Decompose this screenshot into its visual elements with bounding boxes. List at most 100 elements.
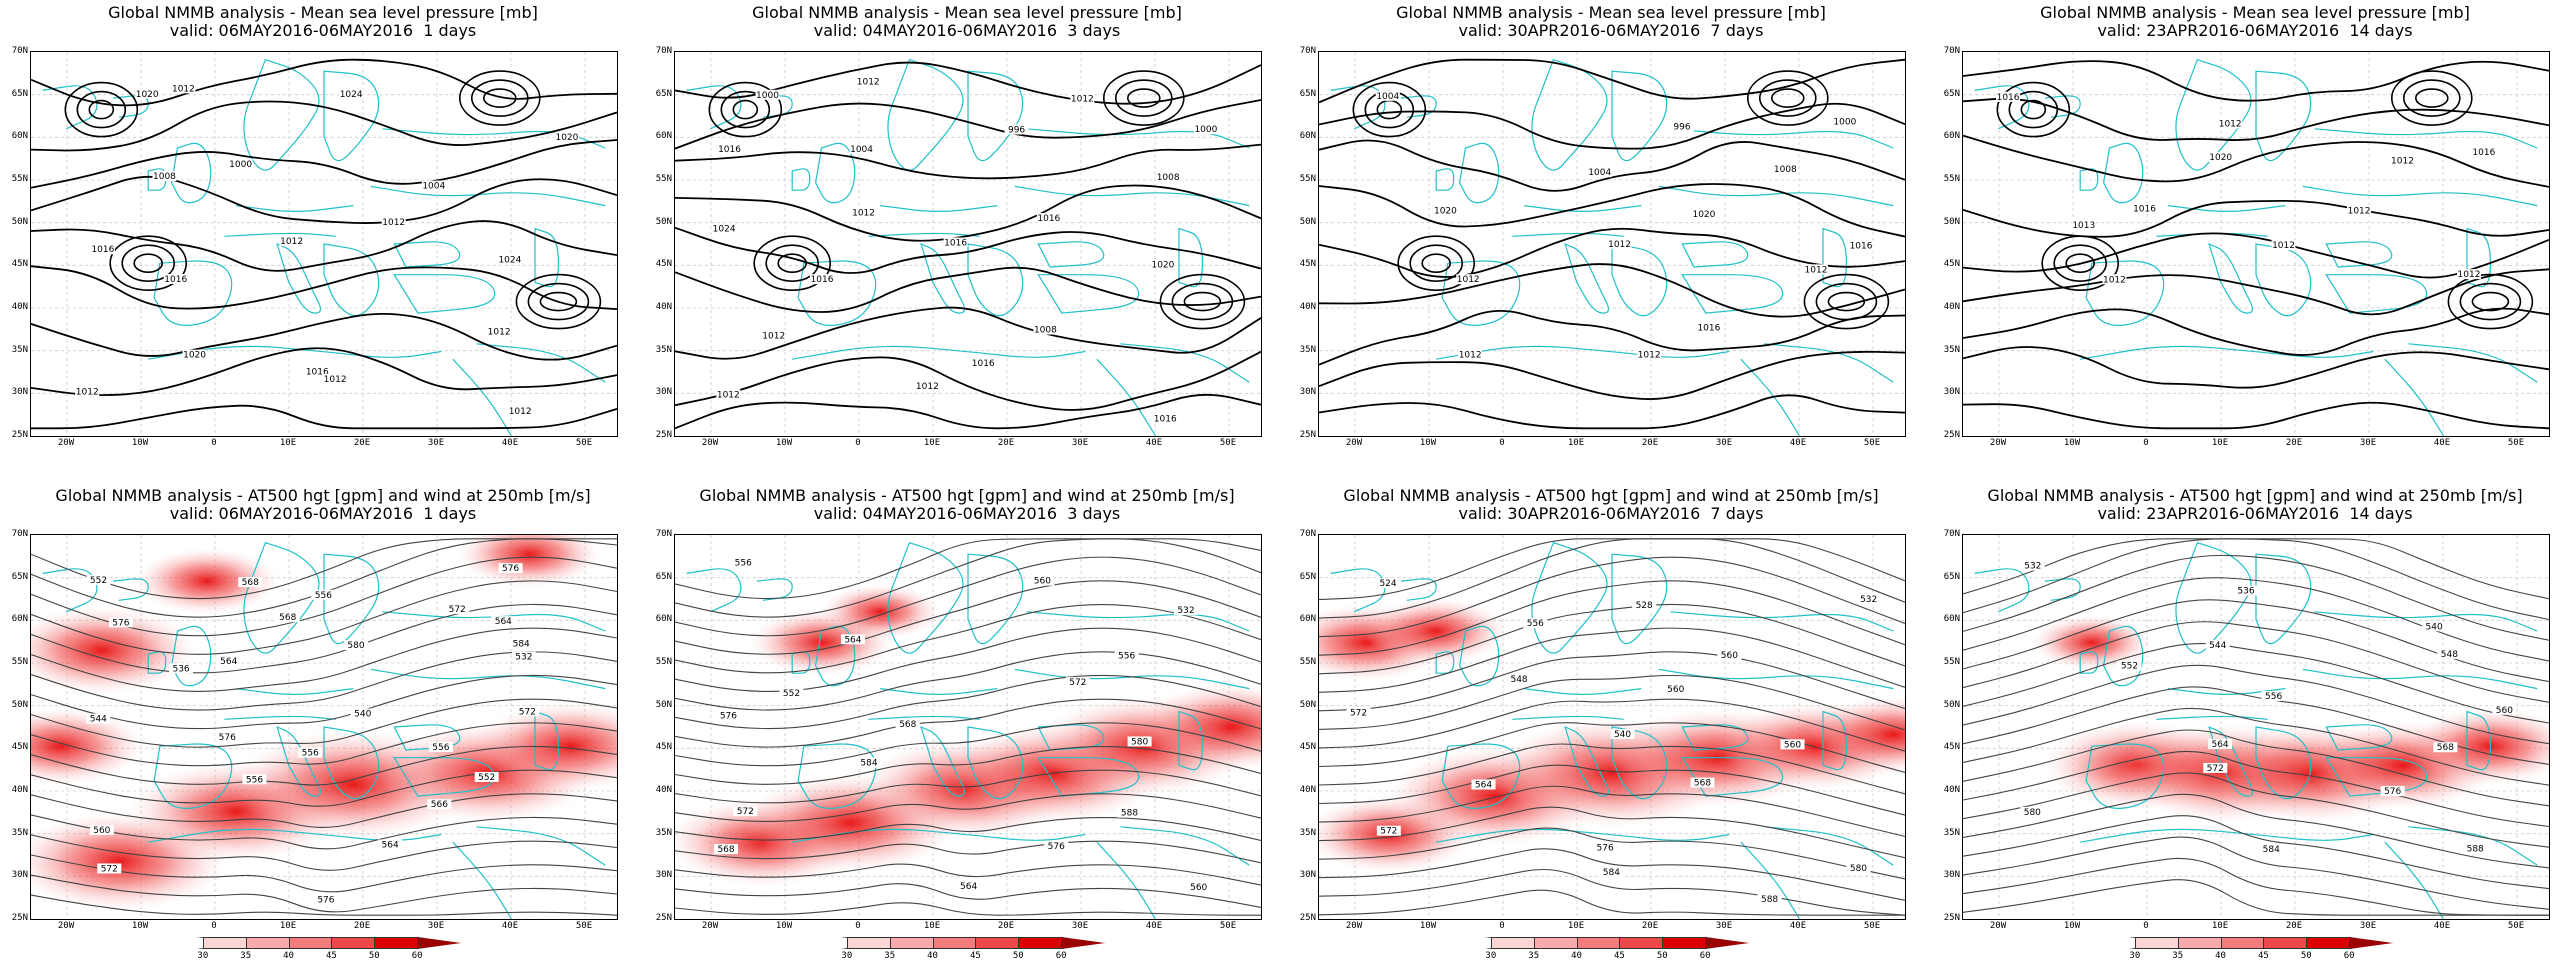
colorbar-tick-label: 60 <box>411 951 423 961</box>
contour-label-bg <box>298 747 323 758</box>
map-canvas: 1000 996 1000 1004 1008 1012 1016 1024 1016 1020 1… <box>675 52 1261 436</box>
coastline <box>1822 227 1848 288</box>
height-contour <box>675 722 1261 767</box>
contour-label: 1004 <box>422 182 445 192</box>
contour-label-bg <box>215 731 240 742</box>
coastline <box>1037 757 1140 797</box>
contour-label: 576 <box>2384 787 2401 797</box>
lat-tick-label: 45N <box>1943 259 1960 270</box>
height-contour <box>675 863 1261 886</box>
isobar <box>1319 394 1905 430</box>
coastline <box>224 715 336 720</box>
lon-tick-label: 20E <box>997 438 1015 448</box>
contour-label: 1016 <box>1697 323 1720 333</box>
isobar <box>470 79 529 117</box>
lat-tick-label: 70N <box>1299 529 1316 539</box>
contour-label: 564 <box>844 635 861 645</box>
lon-tick-label: 10W <box>131 921 149 931</box>
contour-label-bg <box>1669 121 1694 132</box>
contour-label-bg <box>761 330 786 341</box>
colorbar-tick-label: 30 <box>2129 951 2141 961</box>
lat-tick-label: 50N <box>1943 699 1960 710</box>
coastline <box>1670 128 1894 149</box>
isobar <box>515 273 602 330</box>
lat-tick-label: 30N <box>11 870 28 881</box>
contour-label-bg <box>238 577 263 588</box>
contour-label-bg <box>1117 807 1142 818</box>
contour-label-bg <box>509 638 534 649</box>
contour-label-bg <box>731 557 756 568</box>
coastline <box>1658 185 1894 207</box>
lat-tick-label: 60N <box>655 614 672 625</box>
contour-label: 584 <box>860 759 877 769</box>
contour-label-bg <box>2433 742 2458 753</box>
coastline <box>1524 205 1642 212</box>
contour-label: 568 <box>279 613 296 623</box>
isobar <box>1114 79 1173 117</box>
lat-tick-label: 25N <box>11 913 28 923</box>
height-contour <box>675 538 1261 600</box>
coastline <box>243 58 320 171</box>
contour-label: 1012 <box>488 328 511 338</box>
contour-label: 1020 <box>136 90 159 100</box>
lon-tick-label: 30E <box>2359 438 2377 448</box>
contour-label: 1024 <box>340 90 363 100</box>
panel-title-line: Global NMMB analysis - AT500 hgt [gpm] a… <box>1343 486 1879 505</box>
height-contour <box>1963 879 2549 916</box>
lat-tick-label: 25N <box>1943 430 1960 440</box>
panel-title-line: Global NMMB analysis - AT500 hgt [gpm] a… <box>55 486 591 505</box>
coastline <box>2302 185 2538 207</box>
contour-label-bg <box>1030 575 1055 586</box>
lon-tick-label: 20E <box>1641 438 1659 448</box>
coastline <box>1524 688 1642 695</box>
contour-label: 560 <box>2496 706 2513 716</box>
coastline <box>2079 651 2099 674</box>
contour-label-bg <box>1523 617 1548 628</box>
contour-label-bg <box>1456 274 1481 285</box>
lon-tick-label: 0 <box>1499 921 1505 931</box>
panel-title-line: Global NMMB analysis - AT500 hgt [gpm] a… <box>1987 486 2523 505</box>
contour-label: 568 <box>899 720 916 730</box>
contour-label-bg <box>279 236 304 247</box>
height-contour <box>31 538 617 618</box>
panel-valid-line: valid: 30APR2016-06MAY2016 7 days <box>1458 21 1764 40</box>
lon-tick-label: 20E <box>1641 921 1659 931</box>
contour-label: 1020 <box>183 351 206 361</box>
height-contour <box>1963 836 2549 910</box>
isobar <box>1827 291 1866 312</box>
contour-label-bg <box>421 180 446 191</box>
isobar <box>765 244 819 282</box>
pressure-map: 1020 1024 1020 1000 1004 1008 1012 1016 1012 1024… <box>30 51 618 437</box>
lat-tick-label: 65N <box>1299 88 1316 99</box>
coastline <box>2080 345 2374 360</box>
coastline <box>756 578 793 601</box>
lon-tick-label: 10E <box>279 438 297 448</box>
contour-label: 544 <box>90 715 107 725</box>
pressure-map: 1004 996 1000 1004 1008 1020 1020 1016 1012 1012 1… <box>1318 51 1906 437</box>
contour-label: 552 <box>2121 661 2138 671</box>
lon-tick-label: 10W <box>131 438 149 448</box>
lat-tick-label: 30N <box>1943 387 1960 398</box>
contour-label: 564 <box>1475 780 1492 790</box>
contour-label: 1012 <box>916 382 939 392</box>
jet-core <box>31 707 145 785</box>
isobar <box>675 226 1261 274</box>
coastline <box>887 58 964 171</box>
coastline <box>1512 232 1624 237</box>
contour-label-bg <box>1004 124 1029 135</box>
lat-tick-label: 50N <box>655 699 672 710</box>
contour-label-bg <box>313 894 338 905</box>
contour-label: 584 <box>513 639 530 649</box>
contour-label-bg <box>2208 152 2233 163</box>
lat-tick-label: 55N <box>1299 657 1316 667</box>
coastline <box>2175 58 2252 171</box>
lat-tick-label: 60N <box>11 614 28 625</box>
coastline <box>224 232 336 237</box>
contour-label-bg <box>1376 578 1401 589</box>
contour-label-bg <box>182 349 207 360</box>
lon-tick-label: 30E <box>1715 921 1733 931</box>
isobar <box>1183 291 1222 312</box>
contour-label-bg <box>242 774 267 785</box>
coastline <box>967 70 1024 162</box>
lat-tick-label: 65N <box>655 571 672 582</box>
